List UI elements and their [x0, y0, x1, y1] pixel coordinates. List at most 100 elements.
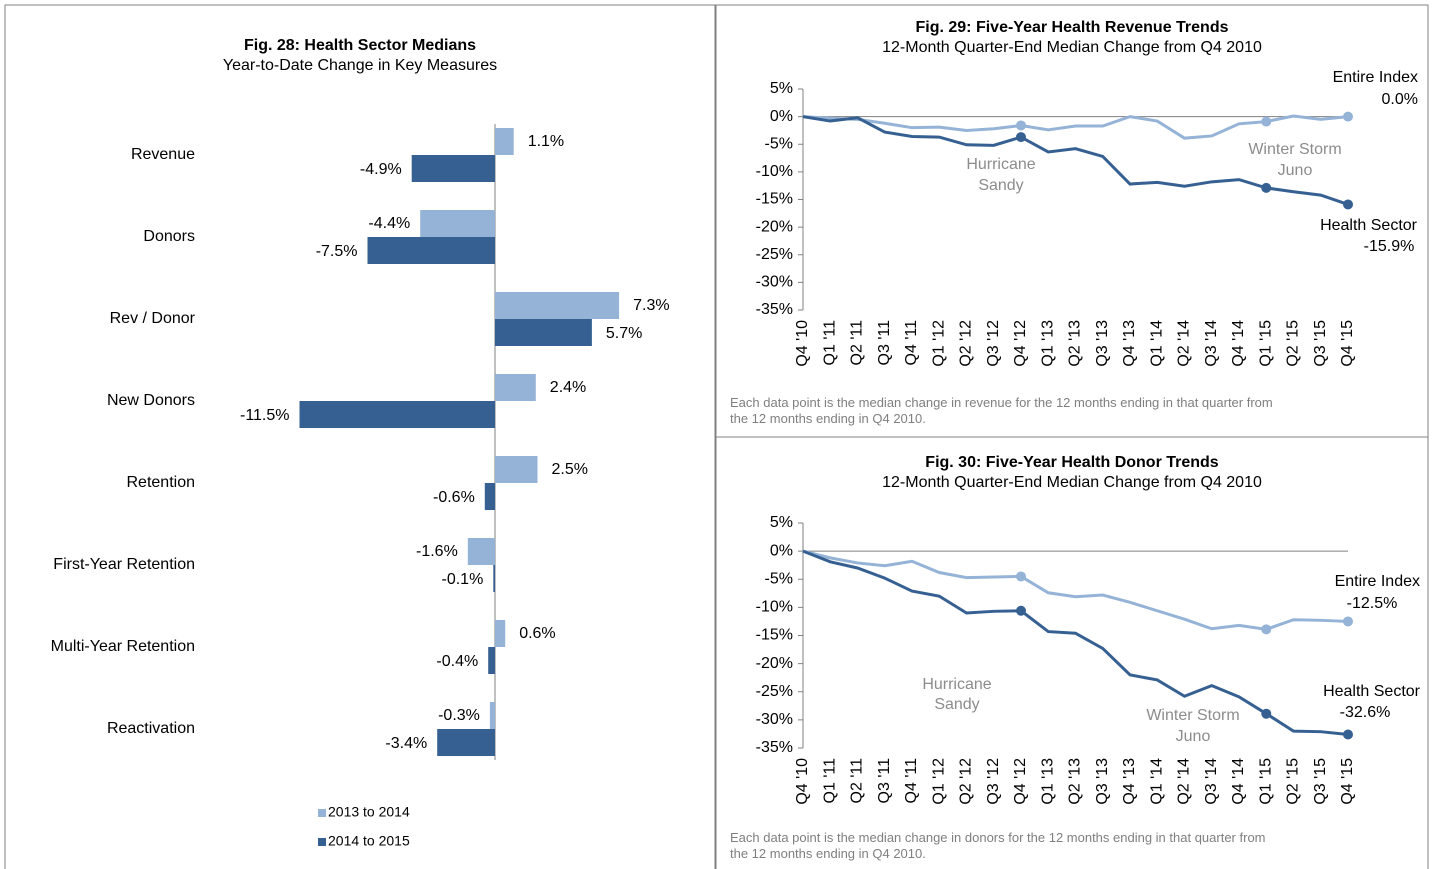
- bar: [367, 237, 495, 264]
- x-tick-label: Q2 '12: [958, 320, 975, 367]
- y-tick-label: -35%: [756, 301, 793, 318]
- annotation: -32.6%: [1340, 704, 1391, 721]
- value-label: -4.9%: [360, 161, 402, 178]
- bar: [467, 538, 495, 565]
- y-tick-label: -20%: [756, 218, 793, 235]
- marker: [1016, 132, 1026, 143]
- x-tick-label: Q2 '14: [1176, 320, 1193, 367]
- category-label: Reactivation: [107, 720, 195, 737]
- category-label: Donors: [143, 228, 195, 245]
- annotation: Entire Index: [1335, 573, 1420, 590]
- category-label: First-Year Retention: [53, 556, 195, 573]
- x-tick-label: Q2 '15: [1285, 320, 1302, 367]
- x-tick-label: Q4 '14: [1230, 320, 1247, 367]
- legend-label: 2013 to 2014: [328, 804, 410, 820]
- bar: [495, 292, 620, 319]
- chart-subtitle: 12-Month Quarter-End Median Change from …: [882, 474, 1262, 491]
- chart-title: Fig. 29: Five-Year Health Revenue Trends: [916, 19, 1229, 36]
- x-tick-label: Q4 '11: [903, 758, 920, 804]
- x-tick-label: Q2 '13: [1067, 320, 1084, 367]
- value-label: 2.4%: [550, 379, 586, 396]
- note-line: Each data point is the median change in …: [730, 830, 1266, 845]
- note-line: the 12 months ending in Q4 2010.: [730, 411, 926, 426]
- marker: [1343, 199, 1353, 210]
- x-tick-label: Q4 '12: [1012, 320, 1029, 367]
- note: Each data point is the median change in …: [730, 830, 1266, 861]
- bar: [420, 210, 495, 237]
- value-label: -1.6%: [416, 543, 458, 560]
- x-tick-label: Q1 '15: [1257, 758, 1274, 805]
- marker: [1016, 605, 1026, 616]
- marker: [1016, 120, 1026, 131]
- x-tick-label: Q1 '15: [1257, 320, 1274, 367]
- y-tick-label: 5%: [770, 514, 793, 531]
- y-tick-label: -10%: [756, 599, 793, 616]
- legend-label: 2014 to 2015: [328, 833, 410, 849]
- category-label: Retention: [127, 474, 196, 491]
- marker: [1261, 624, 1272, 635]
- value-label: -11.5%: [240, 407, 290, 424]
- legend-swatch: [318, 809, 326, 817]
- annotation: Juno: [1176, 728, 1211, 745]
- category-label: New Donors: [107, 392, 195, 409]
- bar: [495, 374, 536, 401]
- note-line: Each data point is the median change in …: [730, 395, 1273, 410]
- x-tick-label: Q4 '10: [794, 320, 811, 367]
- panel: [4, 4, 716, 869]
- annotation: -15.9%: [1364, 238, 1415, 255]
- value-label: -0.3%: [438, 707, 480, 724]
- x-tick-label: Q1 '13: [1039, 758, 1056, 805]
- value-label: -4.4%: [368, 215, 410, 232]
- marker: [1261, 116, 1272, 127]
- x-tick-label: Q3 '13: [1094, 320, 1111, 367]
- y-tick-label: -5%: [765, 570, 793, 587]
- line: [802, 114, 1349, 140]
- value-label: 1.1%: [528, 133, 564, 150]
- annotation: -12.5%: [1347, 595, 1398, 612]
- annotation: Health Sector: [1320, 217, 1418, 234]
- x-tick-label: Q3 '11: [876, 320, 893, 366]
- bar: [495, 456, 538, 483]
- line: [802, 115, 1349, 206]
- bar: [489, 702, 495, 729]
- value-label: -0.1%: [442, 571, 484, 588]
- value-label: -7.5%: [316, 243, 358, 260]
- x-tick-label: Q3 '15: [1312, 320, 1329, 367]
- bar: [411, 155, 495, 182]
- bar: [495, 319, 592, 346]
- x-tick-label: Q2 '14: [1176, 758, 1193, 805]
- legend-swatch: [318, 838, 326, 846]
- chart-title: Fig. 30: Five-Year Health Donor Trends: [925, 454, 1219, 471]
- value-label: -0.6%: [433, 489, 475, 506]
- y-tick-label: -30%: [756, 711, 793, 728]
- x-tick-label: Q2 '11: [849, 320, 866, 366]
- marker: [1343, 729, 1353, 740]
- x-tick-label: Q3 '12: [985, 758, 1002, 805]
- marker: [1261, 182, 1272, 193]
- chart-subtitle: Year-to-Date Change in Key Measures: [223, 57, 497, 74]
- x-tick-label: Q3 '13: [1094, 758, 1111, 805]
- y-tick-label: -20%: [756, 655, 793, 672]
- x-tick-label: Q2 '13: [1067, 758, 1084, 805]
- panel: [715, 436, 1429, 869]
- value-label: 7.3%: [633, 297, 669, 314]
- x-tick-label: Q1 '12: [930, 758, 947, 805]
- y-tick-label: -15%: [756, 191, 793, 208]
- x-tick-label: Q1 '13: [1039, 320, 1056, 367]
- annotation: Sandy: [934, 696, 979, 713]
- x-tick-label: Q2 '15: [1285, 758, 1302, 805]
- x-tick-label: Q1 '14: [1148, 758, 1165, 805]
- line: [802, 549, 1349, 736]
- bar: [299, 401, 495, 428]
- annotation: Hurricane: [922, 676, 991, 693]
- chart-title: Fig. 28: Health Sector Medians: [244, 37, 476, 54]
- bar: [484, 483, 495, 510]
- value-label: -3.4%: [385, 735, 427, 752]
- x-tick-label: Q3 '11: [876, 758, 893, 804]
- x-tick-label: Q4 '13: [1121, 758, 1138, 805]
- bar: [495, 128, 514, 155]
- x-tick-label: Q3 '14: [1203, 320, 1220, 367]
- bar: [488, 647, 495, 674]
- annotation: Entire Index: [1333, 69, 1418, 86]
